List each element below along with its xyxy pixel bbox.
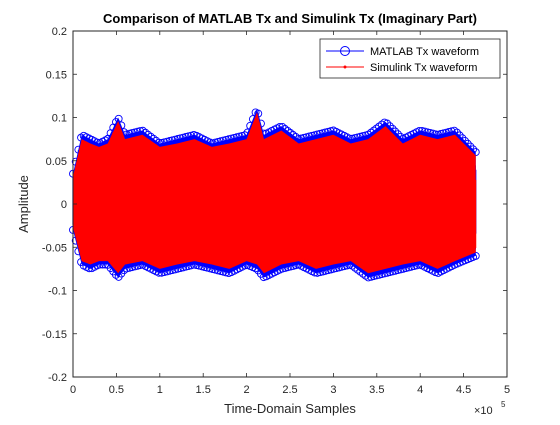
series-marker (144, 130, 153, 139)
x-tick-label: 3 (330, 384, 336, 396)
series-simulink (72, 112, 477, 274)
series-marker (348, 261, 357, 270)
y-tick-label: -0.15 (42, 329, 67, 341)
series-marker (154, 138, 163, 147)
series-marker (281, 125, 290, 133)
x-tick-label: 1.5 (196, 384, 211, 396)
legend-entry-simulink: Simulink Tx waveform (326, 62, 477, 74)
y-tick-label: 0.1 (52, 113, 67, 125)
series-marker (345, 134, 354, 143)
y-tick-label: 0.15 (46, 69, 67, 81)
series-marker (85, 264, 94, 273)
series-marker (291, 133, 300, 141)
x-tick-label: 4 (417, 384, 423, 396)
series-marker (149, 134, 158, 143)
series-marker (286, 129, 295, 137)
series-marker (154, 268, 163, 277)
series-marker (283, 127, 292, 135)
legend-label-matlab: MATLAB Tx waveform (370, 46, 479, 58)
series-marker (377, 120, 386, 129)
series-marker (240, 261, 249, 270)
series-marker (372, 124, 381, 133)
x-axis-exponent-power: 5 (501, 400, 506, 409)
series-marker (415, 126, 424, 135)
x-axis-exponent: ×10 5 (474, 400, 506, 417)
series-marker (375, 122, 384, 131)
series-marker (278, 123, 287, 131)
series-marker (350, 263, 359, 272)
series-marker (461, 136, 469, 145)
series-marker (466, 142, 475, 151)
series-marker (450, 126, 459, 135)
x-axis-label: Time-Domain Samples (224, 401, 356, 416)
x-axis-ticks: 0 0.5 1 1.5 2 2.5 3 3.5 4 4.5 5 (70, 31, 510, 396)
legend-marker-simulink (343, 65, 347, 69)
series-marker (254, 109, 263, 118)
series-marker (136, 127, 145, 136)
series-marker (112, 270, 120, 279)
y-tick-label: 0 (61, 199, 67, 211)
series-marker (463, 139, 472, 148)
series-marker (289, 131, 298, 139)
series-marker (294, 135, 303, 143)
x-axis-exponent-base: ×10 (474, 405, 493, 417)
y-axis-ticks: -0.2 -0.15 -0.1 -0.05 0 0.05 0.1 0.15 0.2 (42, 26, 507, 384)
series-marker (353, 265, 362, 274)
series-marker (359, 269, 367, 278)
series-marker (77, 133, 86, 142)
x-tick-label: 3.5 (369, 384, 384, 396)
y-tick-label: -0.05 (42, 242, 67, 254)
x-tick-label: 0.5 (109, 384, 124, 396)
series-marker (393, 130, 402, 139)
series-marker (141, 128, 150, 137)
y-tick-label: 0.2 (52, 26, 67, 38)
series-marker (385, 122, 394, 131)
plot-area: 0 0.5 1 1.5 2 2.5 3 3.5 4 4.5 5 -0.2 -0.15 -0.1 -0.05… (42, 26, 510, 396)
series-marker (396, 132, 405, 141)
y-tick-label: -0.1 (48, 286, 67, 298)
series-marker (356, 267, 365, 276)
legend-box (319, 38, 501, 79)
x-tick-label: 1 (157, 384, 163, 396)
series-marker (251, 264, 260, 273)
series-marker (391, 127, 400, 136)
legend[interactable]: MATLAB Tx waveform Simulink Tx waveform (319, 38, 501, 79)
x-tick-label: 0 (70, 384, 76, 396)
series-line (72, 123, 477, 271)
legend-label-simulink: Simulink Tx waveform (370, 62, 477, 74)
series-marker (388, 124, 397, 133)
series-marker (367, 128, 375, 137)
y-tick-label: -0.2 (48, 372, 67, 384)
series-marker (146, 132, 155, 141)
series-marker (469, 145, 478, 154)
series-marker (114, 114, 123, 123)
series-marker (383, 119, 392, 128)
y-axis-label: Amplitude (16, 175, 31, 233)
chart-title: Comparison of MATLAB Tx and Simulink Tx … (103, 11, 477, 26)
legend-marker-matlab (340, 46, 350, 56)
x-tick-label: 2.5 (282, 384, 297, 396)
series-marker (361, 271, 370, 280)
series-marker (369, 126, 378, 135)
x-tick-label: 5 (504, 384, 510, 396)
y-tick-label: 0.05 (46, 156, 67, 168)
legend-entry-matlab: MATLAB Tx waveform (326, 46, 479, 58)
series-marker (136, 261, 145, 270)
series-marker (93, 138, 102, 147)
x-tick-label: 2 (244, 384, 250, 396)
series-marker (458, 134, 467, 143)
series-marker (364, 130, 373, 139)
series-marker (431, 130, 440, 139)
series-marker (310, 268, 319, 277)
series-marker (138, 126, 147, 135)
series-marker (275, 122, 284, 131)
series-marker (453, 128, 461, 137)
series-marker (455, 131, 464, 140)
x-tick-label: 4.5 (456, 384, 471, 396)
series-layer (69, 108, 480, 282)
